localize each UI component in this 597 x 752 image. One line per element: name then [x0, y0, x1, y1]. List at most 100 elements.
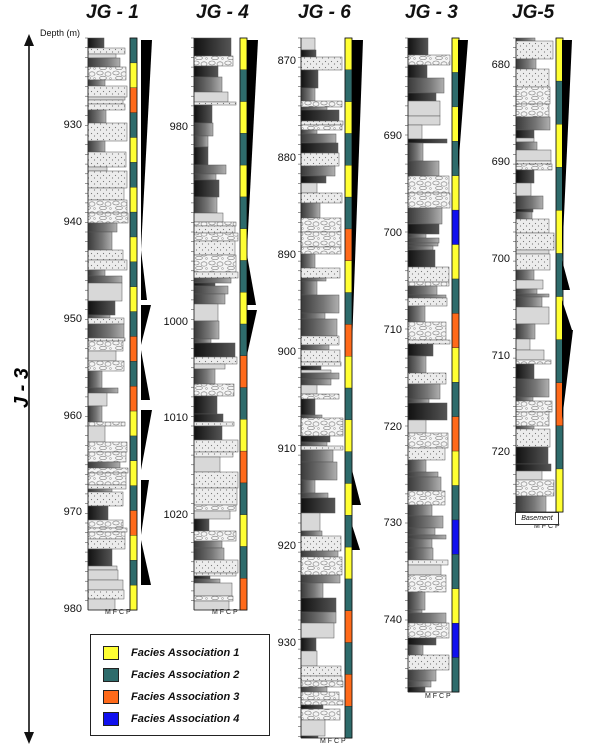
lithology-bed [87, 569, 119, 581]
lithology-bed [193, 91, 229, 103]
lithology-bed [300, 87, 316, 102]
depth-label: 1010 [163, 412, 188, 424]
lithology-bed [87, 275, 123, 284]
well-column [191, 37, 248, 611]
lithology-bed [515, 446, 549, 465]
lithology-bed [515, 279, 544, 290]
lithology-bed [407, 609, 423, 614]
lithology-bed [407, 402, 448, 421]
facies-segment [451, 106, 460, 142]
lithology-bed [87, 340, 124, 352]
lithology-bed [300, 622, 335, 639]
lithology-bed [407, 669, 437, 682]
facies-segment [344, 483, 353, 516]
facies-segment [344, 705, 353, 739]
lithology-bed [87, 589, 125, 600]
lithology-bed [300, 361, 342, 367]
lithology-bed [300, 417, 344, 437]
lithology-bed [515, 425, 535, 430]
lithology-bed [407, 680, 432, 688]
lithology-bed [407, 686, 426, 693]
well-column [298, 37, 353, 739]
lithology-bed [193, 342, 236, 358]
lithology-bed [407, 612, 447, 624]
lithology-bed [193, 164, 227, 175]
lithology-bed [407, 547, 434, 561]
lithology-bed [407, 398, 430, 404]
facies-segment [129, 137, 138, 163]
legend-item-fa2: Facies Association 2 [103, 667, 239, 683]
lithology-bed [87, 212, 129, 224]
lithology-bed [87, 300, 116, 316]
depth-label: 690 [383, 130, 402, 142]
facies-segment [344, 196, 353, 230]
facies-segment [451, 37, 460, 73]
lithology-bed [87, 53, 117, 59]
lithology-bed [407, 372, 447, 385]
lithology-bed [87, 140, 106, 153]
lithology-bed [87, 166, 108, 172]
legend-item-fa3: Facies Association 3 [103, 689, 239, 705]
facies-segment [129, 361, 138, 387]
depth-axis-header: Depth (m) [40, 28, 81, 38]
depth-label: 700 [491, 253, 510, 265]
grain-scale-jg4: M F C P [212, 609, 238, 616]
lithology-bed [87, 451, 127, 463]
depth-label: 960 [63, 410, 82, 422]
lithology-bed [300, 497, 336, 514]
lithology-bed [300, 384, 318, 395]
lithology-bed [300, 231, 342, 248]
lithology-bed [193, 395, 218, 415]
lithology-bed [193, 456, 221, 473]
lithology-bed [300, 574, 341, 584]
grain-scale-jg6: M F C P [320, 738, 346, 745]
lithology-bed [300, 449, 334, 463]
grain-trend-triangle [141, 40, 152, 250]
facies-segment [451, 209, 460, 246]
lithology-bed [87, 85, 128, 98]
lithology-bed [193, 196, 218, 214]
facies-segment [239, 578, 248, 611]
facies-segment [451, 622, 460, 659]
lithology-bed [87, 187, 125, 201]
lithology-bed [87, 484, 127, 490]
lithology-bed [300, 120, 344, 126]
lithology-bed [515, 378, 550, 398]
lithology-bed [407, 100, 441, 117]
lithology-bed [193, 487, 238, 506]
legend-swatch [103, 690, 119, 704]
lithology-bed [407, 223, 440, 235]
lithology-bed [193, 471, 239, 489]
lithology-bed [193, 504, 237, 512]
lithology-bed [193, 363, 226, 370]
lithology-bed [193, 383, 235, 397]
depth-label: 680 [491, 59, 510, 71]
grain-scale-jg1: M F C P [105, 609, 131, 616]
depth-label: 730 [383, 517, 402, 529]
lithology-bed [193, 356, 238, 365]
lithology-bed [300, 253, 316, 269]
facies-segment [129, 87, 138, 114]
lithology-bed [87, 472, 127, 486]
lithology-bed [193, 518, 210, 532]
facies-segment [129, 535, 138, 561]
lithology-bed [193, 421, 235, 427]
lithology-bed [193, 271, 239, 279]
grain-trend-triangle [352, 40, 363, 345]
lithology-bed [515, 269, 535, 281]
lithology-bed [87, 337, 126, 342]
lithology-bed [300, 393, 340, 400]
well-column [85, 37, 138, 611]
lithology-bed [193, 559, 239, 574]
lithology-bed [515, 396, 534, 402]
lithology-bed [300, 202, 321, 219]
lithology-bed [300, 133, 337, 144]
facies-segment [129, 336, 138, 362]
lithology-bed [300, 129, 318, 135]
lithology-bed [193, 540, 223, 549]
facies-segment [555, 425, 564, 470]
lithology-bed [300, 217, 342, 233]
lithology-bed [193, 282, 216, 287]
depth-label: 1020 [163, 509, 188, 521]
lithology-bed [193, 320, 220, 340]
